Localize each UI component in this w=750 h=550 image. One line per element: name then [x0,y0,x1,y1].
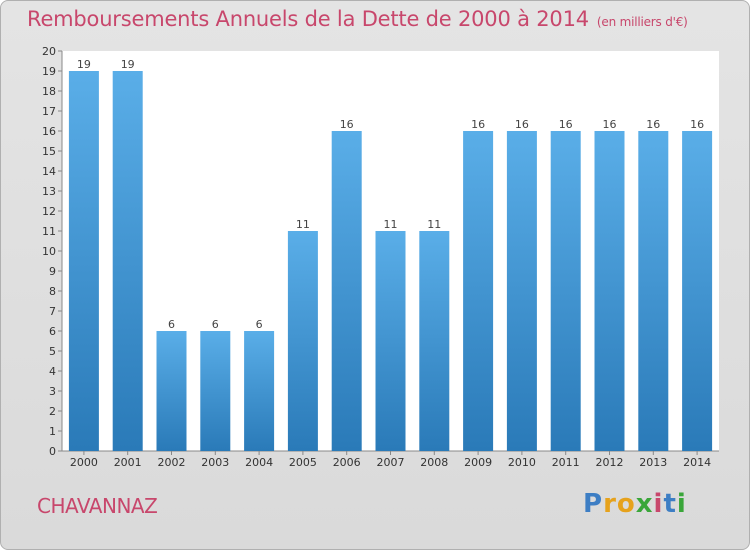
x-tick-label-2009: 2009 [464,456,492,469]
x-tick-label-2001: 2001 [114,456,142,469]
y-tick-label: 7 [49,305,56,318]
y-tick-label: 18 [42,85,56,98]
y-tick-label: 3 [49,385,56,398]
value-label-2014: 16 [690,118,704,131]
x-tick-label-2007: 2007 [377,456,405,469]
y-tick-label: 0 [49,445,56,458]
proxiti-logo: Proxiti [583,489,687,519]
value-label-2000: 19 [77,58,91,71]
x-tick-label-2003: 2003 [201,456,229,469]
bar-2001 [112,71,143,451]
x-tick-label-2008: 2008 [420,456,448,469]
bar-2003 [200,331,231,451]
value-label-2003: 6 [212,318,219,331]
y-tick-label: 20 [42,45,56,58]
value-label-2011: 16 [559,118,573,131]
y-tick-label: 13 [42,185,56,198]
y-tick-label: 9 [49,265,56,278]
bar-2010 [506,131,537,451]
y-tick-label: 10 [42,245,56,258]
value-label-2007: 11 [384,218,398,231]
unit-label: (en milliers d'€) [596,15,688,29]
y-tick-label: 16 [42,125,56,138]
value-label-2012: 16 [603,118,617,131]
bar-2002 [156,331,187,451]
y-tick-label: 12 [42,205,56,218]
value-label-2001: 19 [121,58,135,71]
y-tick-label: 8 [49,285,56,298]
x-tick-label-2006: 2006 [333,456,361,469]
bar-2000 [68,71,99,451]
value-label-2009: 16 [471,118,485,131]
x-tick-label-2011: 2011 [552,456,580,469]
bar-2008 [419,231,450,451]
value-label-2006: 16 [340,118,354,131]
x-tick-label-2012: 2012 [596,456,624,469]
chart-title: Remboursements Annuels de la Dette de 20… [27,7,688,31]
value-label-2008: 11 [427,218,441,231]
y-tick-label: 5 [49,345,56,358]
bar-2011 [550,131,581,451]
y-tick-label: 17 [42,105,56,118]
bar-2004 [244,331,275,451]
x-tick-label-2005: 2005 [289,456,317,469]
y-tick-label: 19 [42,65,56,78]
bar-2009 [463,131,494,451]
x-tick-label-2002: 2002 [158,456,186,469]
bar-2012 [594,131,625,451]
y-tick-label: 2 [49,405,56,418]
y-tick-label: 6 [49,325,56,338]
value-label-2010: 16 [515,118,529,131]
y-tick-label: 4 [49,365,56,378]
y-tick-label: 14 [42,165,56,178]
bar-2005 [287,231,318,451]
value-label-2005: 11 [296,218,310,231]
x-tick-label-2010: 2010 [508,456,536,469]
bar-2014 [682,131,713,451]
value-label-2013: 16 [646,118,660,131]
chart-title-text: Remboursements Annuels de la Dette de 20… [27,7,589,31]
bar-2006 [331,131,362,451]
y-tick-label: 15 [42,145,56,158]
x-tick-label-2013: 2013 [639,456,667,469]
x-tick-label-2004: 2004 [245,456,273,469]
value-label-2004: 6 [256,318,263,331]
bar-2007 [375,231,406,451]
x-tick-label-2000: 2000 [70,456,98,469]
y-tick-label: 11 [42,225,56,238]
bar-2013 [638,131,669,451]
commune-name: CHAVANNAZ [37,494,158,518]
y-tick-label: 1 [49,425,56,438]
x-tick-label-2014: 2014 [683,456,711,469]
value-label-2002: 6 [168,318,175,331]
